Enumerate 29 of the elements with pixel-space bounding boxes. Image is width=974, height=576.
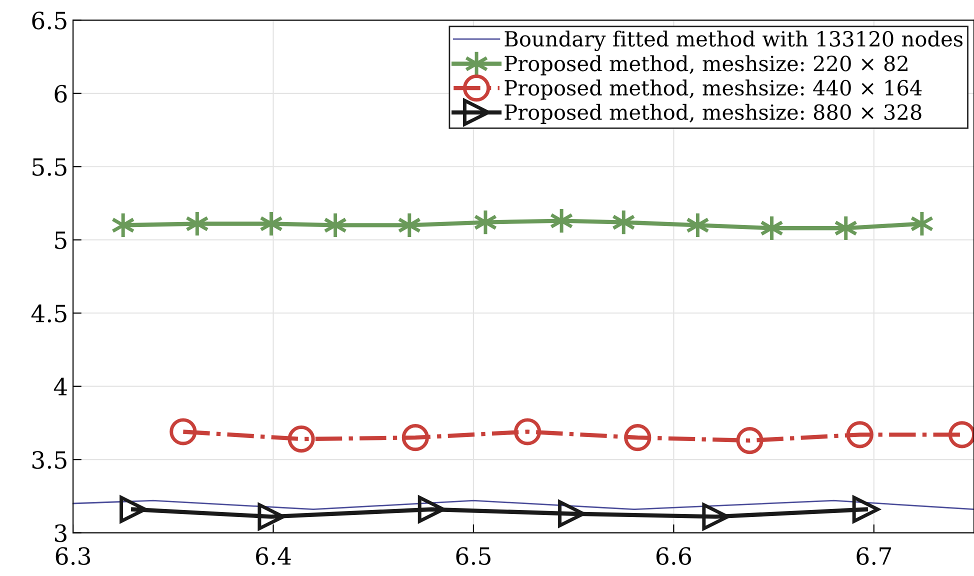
point bbox=[120, 496, 147, 523]
legend-label: Proposed method, meshsize: 220 × 82 bbox=[504, 55, 908, 76]
y-tick-label: 6 bbox=[54, 84, 67, 103]
point bbox=[948, 421, 974, 448]
y-tick-label: 3 bbox=[54, 524, 66, 542]
x-tick-label: 6.4 bbox=[256, 547, 291, 565]
point bbox=[624, 424, 652, 452]
legend-label: Proposed method, meshsize: 880 × 328 bbox=[504, 104, 922, 124]
legend-label: Proposed method, meshsize: 440 × 164 bbox=[504, 80, 922, 100]
y-tick-label: 5 bbox=[55, 232, 66, 250]
x-tick-label: 6.5 bbox=[456, 547, 490, 565]
y-tick-label: 6.5 bbox=[32, 12, 66, 30]
x-tick-label: 6.6 bbox=[656, 547, 691, 565]
point bbox=[702, 503, 730, 530]
point bbox=[558, 500, 586, 528]
point bbox=[514, 418, 542, 446]
point bbox=[402, 424, 429, 452]
point bbox=[170, 418, 197, 446]
y-tick-label: 3.5 bbox=[32, 451, 66, 469]
point bbox=[288, 426, 315, 453]
point bbox=[846, 421, 874, 448]
y-tick-label: 4 bbox=[54, 378, 67, 396]
point bbox=[258, 503, 285, 530]
x-tick-label: 6.7 bbox=[856, 547, 891, 565]
legend-label: Boundary fitted method with 133120 nodes bbox=[504, 30, 963, 52]
y-tick-label: 5.5 bbox=[32, 158, 66, 176]
x-tick-label: 6.3 bbox=[56, 547, 90, 565]
point bbox=[736, 426, 764, 454]
y-tick-label: 4.5 bbox=[31, 304, 66, 322]
